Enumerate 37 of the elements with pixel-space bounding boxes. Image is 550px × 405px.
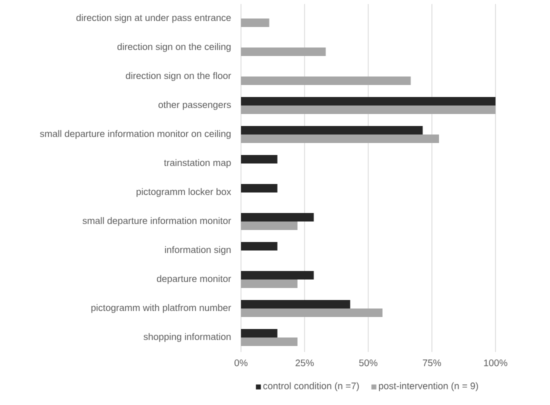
bar [240, 18, 270, 27]
y-tick-label: trainstation map [164, 159, 231, 168]
y-tick-label: pictogramm locker box [136, 188, 232, 197]
y-tick-label: direction sign on the ceiling [117, 43, 231, 52]
bar [240, 134, 439, 143]
y-tick-label: pictogramm with platfrom number [91, 304, 232, 313]
bar [240, 184, 278, 192]
legend-label: post-intervention (n = 9) [378, 382, 478, 392]
bar [240, 105, 496, 114]
legend-label: control condition (n =7) [263, 382, 359, 392]
bar [240, 280, 298, 288]
y-tick-label: other passengers [158, 101, 231, 110]
bar [240, 96, 496, 106]
bar [240, 222, 298, 230]
y-tick-label: departure monitor [156, 275, 232, 284]
bar [240, 76, 411, 85]
bar [240, 242, 278, 250]
x-tick-label: 25% [296, 360, 314, 366]
bar [240, 300, 350, 308]
bar [240, 338, 298, 346]
y-tick-label: information sign [165, 246, 231, 255]
x-tick-label: 100% [484, 360, 508, 366]
bar [240, 329, 278, 338]
bar [240, 213, 314, 222]
bar [240, 47, 326, 56]
bar [240, 271, 314, 280]
y-tick-label: small departure information monitor on ceiling [40, 130, 231, 139]
bar [240, 126, 423, 134]
y-tick-label: direction sign on the floor [126, 72, 232, 81]
bar [240, 154, 278, 164]
x-tick-label: 0% [234, 360, 248, 366]
x-tick-label: 50% [359, 360, 378, 366]
y-tick-label: shopping information [144, 333, 231, 342]
y-tick-label: direction sign at under pass entrance [76, 14, 231, 23]
bar [240, 308, 382, 317]
y-tick-label: small departure information monitor [82, 217, 232, 226]
x-tick-label: 75% [422, 360, 442, 366]
